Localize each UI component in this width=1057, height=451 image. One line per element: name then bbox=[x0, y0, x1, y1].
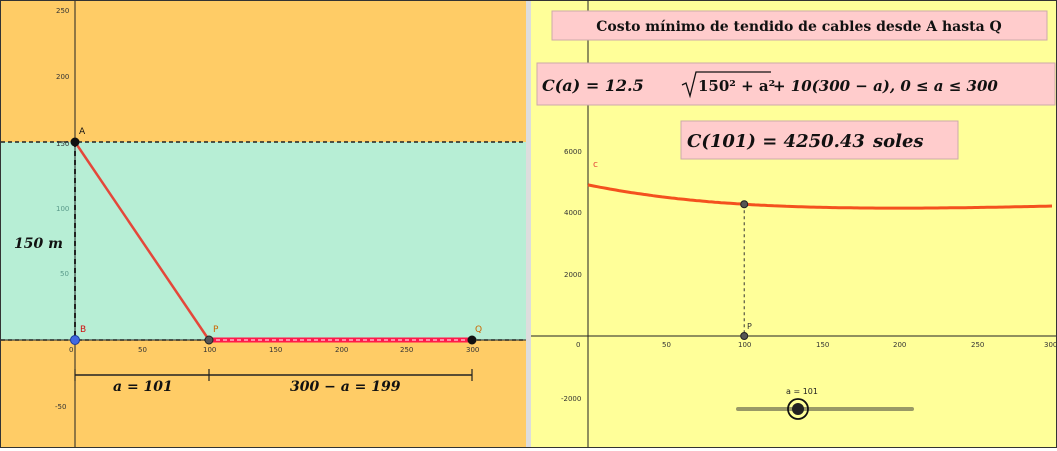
left-graphics-view[interactable]: 0 50 100 150 200 250 300 250 200 150 100… bbox=[1, 1, 526, 447]
point-q[interactable] bbox=[467, 335, 477, 345]
right-y-tick-neg2000: -2000 bbox=[561, 395, 581, 403]
formula-sqrt: 150² + a² bbox=[698, 77, 775, 95]
right-x-tick-300: 300 bbox=[1044, 341, 1056, 349]
right-graphics-view[interactable]: 0 50 100 150 200 250 300 6000 4000 2000 … bbox=[531, 1, 1057, 447]
value-unit: soles bbox=[872, 131, 924, 152]
right-y-tick-4000: 4000 bbox=[564, 209, 582, 217]
right-x-tick-0: 0 bbox=[576, 341, 580, 349]
right-x-tick-250: 250 bbox=[971, 341, 984, 349]
curve-label: c bbox=[593, 160, 598, 170]
title: Costo mínimo de tendido de cables desde … bbox=[596, 19, 1002, 35]
land-top bbox=[1, 1, 526, 142]
left-y-tick-200: 200 bbox=[56, 73, 69, 81]
value-number: C(101) = 4250.43 bbox=[687, 131, 865, 152]
curve-point[interactable] bbox=[740, 200, 749, 209]
left-y-tick-neg50: -50 bbox=[55, 403, 66, 411]
formula-lhs: C(a) = 12.5 bbox=[542, 76, 644, 95]
right-x-tick-150: 150 bbox=[816, 341, 829, 349]
left-x-tick-250: 250 bbox=[400, 346, 413, 354]
left-y-tick-250: 250 bbox=[56, 7, 69, 15]
segment-a-label: a = 101 bbox=[113, 379, 173, 395]
left-x-tick-200: 200 bbox=[335, 346, 348, 354]
right-x-tick-100: 100 bbox=[738, 341, 751, 349]
segment-rest-label: 300 − a = 199 bbox=[290, 379, 401, 395]
formula: C(a) = 12.5 150² + a² + 10(300 − a), 0 ≤… bbox=[542, 71, 998, 99]
right-y-tick-2000: 2000 bbox=[564, 271, 582, 279]
point-a[interactable] bbox=[70, 137, 80, 147]
point-q-label: Q bbox=[475, 325, 482, 335]
slider-knob[interactable] bbox=[787, 398, 809, 420]
dimension-lines bbox=[74, 369, 473, 381]
value-label: C(101) = 4250.43 soles bbox=[687, 131, 924, 152]
right-x-tick-50: 50 bbox=[662, 341, 671, 349]
title-box bbox=[551, 10, 1048, 41]
left-y-tick-150: 150 bbox=[56, 140, 69, 148]
point-p[interactable] bbox=[204, 335, 214, 345]
river-region bbox=[1, 142, 526, 340]
right-x-tick-200: 200 bbox=[893, 341, 906, 349]
point-p-label: P bbox=[213, 325, 219, 335]
land-bottom bbox=[1, 340, 526, 447]
point-b-label: B bbox=[80, 325, 86, 335]
left-x-tick-0: 0 bbox=[69, 346, 73, 354]
cost-curve[interactable] bbox=[587, 183, 1053, 210]
formula-box bbox=[536, 62, 1056, 106]
left-x-tick-300: 300 bbox=[466, 346, 479, 354]
left-x-tick-100: 100 bbox=[203, 346, 216, 354]
point-a-label: A bbox=[79, 127, 86, 137]
slider-a[interactable]: a = 101 bbox=[736, 387, 914, 420]
left-x-tick-150: 150 bbox=[269, 346, 282, 354]
point-b[interactable] bbox=[70, 335, 80, 345]
axis-point-p[interactable] bbox=[740, 332, 749, 340]
panel-divider[interactable] bbox=[526, 1, 531, 447]
left-y-tick-100: 100 bbox=[56, 205, 69, 213]
sqrt-symbol bbox=[681, 71, 771, 99]
left-y-tick-50: 50 bbox=[60, 270, 69, 278]
river-width-label: 150 m bbox=[14, 236, 63, 252]
formula-rhs: + 10(300 − a), 0 ≤ a ≤ 300 bbox=[773, 77, 998, 95]
slider-label: a = 101 bbox=[786, 387, 818, 396]
value-box bbox=[680, 120, 959, 160]
axis-point-label: P bbox=[747, 322, 752, 331]
left-x-tick-50: 50 bbox=[138, 346, 147, 354]
slider-knob-center[interactable] bbox=[792, 403, 804, 415]
right-y-tick-6000: 6000 bbox=[564, 148, 582, 156]
cable-river-ap bbox=[73, 141, 211, 341]
